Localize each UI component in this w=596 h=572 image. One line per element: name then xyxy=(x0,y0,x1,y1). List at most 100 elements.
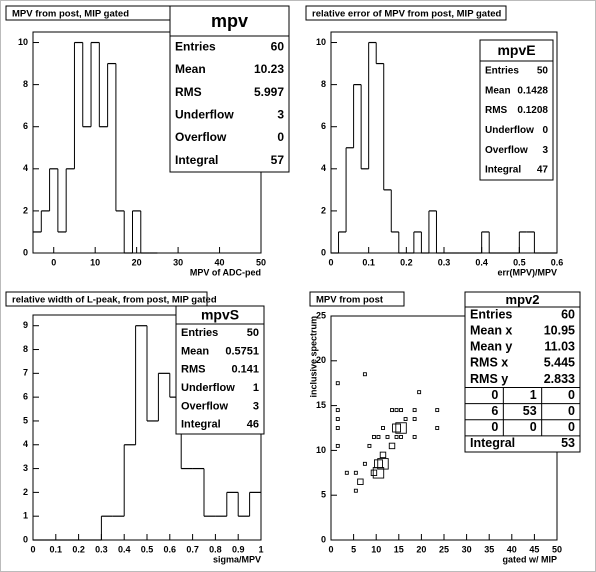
box-cell xyxy=(362,372,367,377)
stats-label: Mean xyxy=(175,62,206,76)
stats-value: 60 xyxy=(271,40,285,54)
stats-label: RMS xyxy=(181,364,205,376)
x-tick-label: 0.7 xyxy=(186,544,199,554)
y-tick-label: 9 xyxy=(23,320,28,330)
box-cell xyxy=(399,408,404,413)
x-axis-label: MPV of ADC-ped xyxy=(190,267,261,277)
stats-value: 50 xyxy=(247,327,259,339)
x-axis-label: gated w/ MIP xyxy=(502,554,557,564)
y-tick-label: 2 xyxy=(23,205,28,215)
stats-label: Underflow xyxy=(175,108,234,122)
box-cell xyxy=(353,470,358,475)
y-tick-label: 10 xyxy=(316,445,326,455)
stats-value: 60 xyxy=(561,307,575,321)
box-cell xyxy=(367,443,372,448)
stats-grid-cell: 1 xyxy=(530,388,537,402)
stats-label: Entries xyxy=(485,66,519,77)
box-cell xyxy=(395,422,407,434)
stats-label: RMS xyxy=(175,85,202,99)
y-tick-label: 4 xyxy=(321,163,326,173)
x-tick-label: 0.3 xyxy=(438,257,451,267)
stats-value: 11.03 xyxy=(544,340,575,354)
stats-value: 1 xyxy=(253,382,259,394)
box-cell xyxy=(435,426,440,430)
stats-value: 0.1428 xyxy=(517,85,548,96)
stats-value: 10.95 xyxy=(544,323,575,337)
stats-value: 47 xyxy=(537,165,549,176)
y-tick-label: 5 xyxy=(23,415,28,425)
box-cell xyxy=(417,390,422,395)
y-tick-label: 1 xyxy=(23,511,28,521)
box-cell xyxy=(370,469,378,476)
y-tick-label: 3 xyxy=(23,463,28,473)
y-tick-label: 8 xyxy=(23,344,28,354)
x-tick-label: 10 xyxy=(371,544,381,554)
box-cell xyxy=(381,426,385,430)
y-tick-label: 20 xyxy=(316,355,326,365)
y-tick-label: 0 xyxy=(23,534,28,544)
stats-label: Underflow xyxy=(485,125,534,136)
box-cell xyxy=(392,423,401,433)
y-tick-label: 15 xyxy=(316,400,326,410)
stats-grid-cell: 53 xyxy=(523,404,537,418)
y-tick-label: 6 xyxy=(23,392,28,402)
box-cell xyxy=(379,451,387,459)
box-cell xyxy=(371,435,376,439)
x-tick-label: 0.3 xyxy=(95,544,108,554)
box-cell xyxy=(376,435,381,439)
box-cell xyxy=(412,435,417,439)
y-tick-label: 4 xyxy=(23,163,28,173)
stats-label: Integral xyxy=(485,165,521,176)
y-tick-label: 8 xyxy=(321,79,326,89)
stats-value: 0.141 xyxy=(231,364,259,376)
box-cell xyxy=(372,467,385,479)
stats-grid-cell: 0 xyxy=(568,420,575,434)
title-box xyxy=(5,291,208,307)
x-tick-label: 0.8 xyxy=(209,544,222,554)
stats-value: 3 xyxy=(253,400,259,412)
y-tick-label: 8 xyxy=(23,79,28,89)
stats-value: 0 xyxy=(277,130,284,144)
box-cell xyxy=(412,408,417,413)
box-cell xyxy=(403,417,408,421)
y-tick-label: 7 xyxy=(23,368,28,378)
x-tick-label: 50 xyxy=(256,257,266,267)
x-tick-label: 40 xyxy=(215,257,225,267)
stats-value: 0.1208 xyxy=(517,105,548,116)
x-tick-label: 20 xyxy=(132,257,142,267)
x-tick-label: 0 xyxy=(51,257,56,267)
box-cell xyxy=(385,435,390,439)
stats-value: 3 xyxy=(542,145,548,156)
x-tick-label: 0.5 xyxy=(513,257,526,267)
chart-title: relative error of MPV from post, MIP gat… xyxy=(312,9,502,20)
stats-value: 0 xyxy=(542,125,548,136)
box-cell xyxy=(390,408,394,413)
stats-label: Entries xyxy=(181,327,218,339)
stats-value: 50 xyxy=(537,66,549,77)
y-axis-label: inclusive spectrum xyxy=(308,316,318,398)
box-cell xyxy=(344,470,349,475)
x-tick-label: 10 xyxy=(90,257,100,267)
x-tick-label: 0.5 xyxy=(141,544,154,554)
stats-grid-cell: 0 xyxy=(568,388,575,402)
x-tick-label: 0.1 xyxy=(50,544,63,554)
stats-box xyxy=(479,39,554,181)
y-tick-label: 2 xyxy=(321,205,326,215)
stats-label: RMS xyxy=(485,105,508,116)
box-cell xyxy=(335,426,340,430)
stats-value: 53 xyxy=(561,436,575,450)
stats-label: Entries xyxy=(175,40,216,54)
stats-label: Integral xyxy=(175,153,218,167)
stats-box xyxy=(169,5,290,173)
x-tick-label: 30 xyxy=(462,544,472,554)
x-tick-label: 0.6 xyxy=(551,257,564,267)
stats-title: mpv2 xyxy=(506,292,540,307)
y-tick-label: 10 xyxy=(316,37,326,47)
stats-grid-cell: 0 xyxy=(491,420,498,434)
stats-title: mpvS xyxy=(201,307,239,323)
y-tick-label: 25 xyxy=(316,310,326,320)
y-tick-label: 10 xyxy=(18,37,28,47)
stats-label: Entries xyxy=(470,307,512,321)
stats-value: 0.5751 xyxy=(225,345,259,357)
x-tick-label: 45 xyxy=(529,544,539,554)
